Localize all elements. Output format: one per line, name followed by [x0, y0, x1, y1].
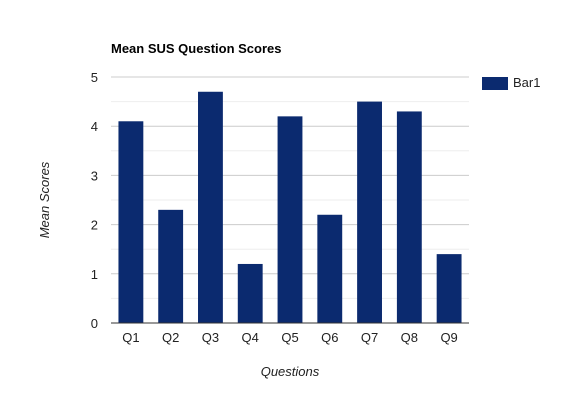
legend-swatch-bar1 — [482, 77, 508, 90]
x-tick-label: Q4 — [242, 330, 259, 345]
bar-q3 — [198, 91, 223, 323]
y-tick-label: 4 — [91, 119, 98, 134]
y-tick-labels: 0 1 2 3 4 5 — [91, 70, 98, 331]
x-tick-label: Q1 — [122, 330, 139, 345]
x-tick-label: Q5 — [281, 330, 298, 345]
bar-q4 — [237, 263, 263, 323]
x-tick-label: Q8 — [401, 330, 418, 345]
x-tick-labels: Q1 Q2 Q3 Q4 Q5 Q6 Q7 Q8 Q9 — [122, 330, 458, 345]
bar-q5 — [277, 116, 303, 323]
y-axis-title: Mean Scores — [37, 161, 52, 238]
legend-label-bar1: Bar1 — [513, 75, 540, 90]
bar-q2 — [158, 209, 184, 323]
bar-q7 — [357, 101, 382, 323]
bar-q1 — [118, 121, 144, 323]
chart-title: Mean SUS Question Scores — [111, 41, 282, 56]
bar-q8 — [396, 111, 422, 323]
x-tick-label: Q7 — [361, 330, 378, 345]
bars — [118, 91, 462, 323]
x-axis-title: Questions — [261, 364, 320, 379]
y-tick-label: 1 — [91, 267, 98, 282]
x-tick-label: Q2 — [162, 330, 179, 345]
x-tick-label: Q9 — [440, 330, 457, 345]
y-tick-label: 3 — [91, 168, 98, 183]
bar-q9 — [436, 254, 462, 323]
legend: Bar1 — [482, 75, 540, 90]
y-tick-label: 0 — [91, 316, 98, 331]
bar-q6 — [317, 214, 343, 323]
y-tick-label: 5 — [91, 70, 98, 85]
x-tick-label: Q3 — [202, 330, 219, 345]
x-tick-label: Q6 — [321, 330, 338, 345]
y-tick-label: 2 — [91, 218, 98, 233]
